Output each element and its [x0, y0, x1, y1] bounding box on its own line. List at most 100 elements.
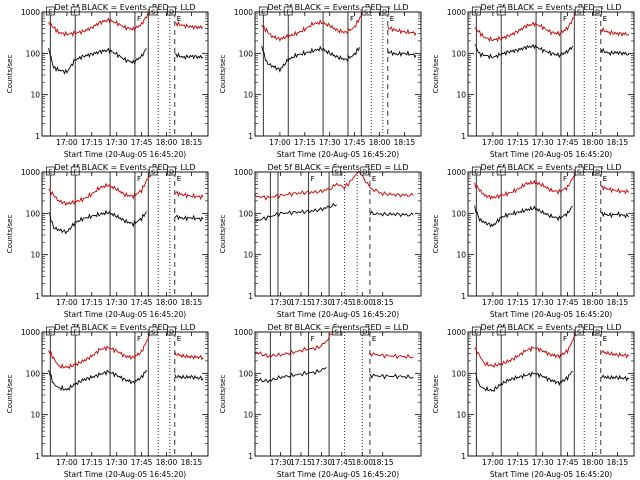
flag-box — [70, 6, 80, 16]
series-line-events — [174, 374, 204, 382]
plot-frame — [254, 171, 422, 297]
x-tick-label: 18:00 — [156, 138, 178, 147]
x-tick-label: 17:45 — [557, 458, 579, 467]
flag-box — [70, 326, 80, 336]
flag-box — [471, 166, 481, 176]
series-line-events — [369, 373, 414, 380]
y-tick-label: 1 — [248, 292, 253, 301]
y-tick-label: 10 — [30, 251, 40, 260]
x-tick-label: 17:45 — [131, 298, 153, 307]
y-tick-label: 100 — [26, 369, 41, 378]
flag-box — [45, 6, 55, 16]
x-axis-label: Start Time (20-Aug-05 16:45:20) — [277, 310, 399, 319]
y-axis-label: Counts/sec — [6, 215, 14, 254]
y-tick-label: 1000 — [447, 8, 466, 17]
x-axis-label: Start Time (20-Aug-05 16:45:20) — [490, 150, 612, 159]
panel-det-9: Det 9f BLACK = Events, RED = LLD Counts/s… — [432, 323, 635, 479]
flag-marker: D — [167, 166, 176, 176]
flag-box — [593, 326, 602, 336]
marker-letter: F — [137, 15, 141, 23]
x-tick-label: 17:15 — [81, 458, 103, 467]
x-axis-label: Start Time (20-Aug-05 16:45:20) — [64, 310, 186, 319]
flag-box — [593, 166, 602, 176]
flag-box — [380, 6, 389, 16]
flag-marker: D — [380, 6, 389, 16]
series-line-events — [48, 369, 147, 391]
panel-title: Det 6f BLACK = Events, RED = LLD — [480, 163, 621, 172]
x-tick-label: 18:15 — [372, 458, 394, 467]
marker-letter: E — [177, 175, 181, 183]
x-tick-label: 17:15 — [507, 138, 529, 147]
x-tick-label: 18:00 — [582, 458, 604, 467]
marker-letter: E — [390, 15, 394, 23]
flag-marker: F — [70, 6, 80, 16]
series-line-events — [600, 374, 630, 382]
y-tick-label: 1 — [248, 452, 253, 461]
x-tick-label: 18:15 — [394, 138, 416, 147]
y-tick-label: 1 — [461, 132, 466, 141]
flag-box — [574, 326, 584, 336]
y-tick-label: 100 — [452, 49, 467, 58]
y-tick-label: 10 — [243, 251, 253, 260]
x-axis-label: Start Time (20-Aug-05 16:45:20) — [277, 470, 399, 479]
y-tick-label: 1 — [248, 132, 253, 141]
x-tick-label: 17:15 — [81, 138, 103, 147]
x-tick-label: 17:45 — [131, 458, 153, 467]
x-tick-label: 17:30 — [532, 458, 554, 467]
y-tick-label: 100 — [26, 209, 41, 218]
plot-frame — [467, 171, 635, 297]
panel-title: Det 3f BLACK = Events, RED = LLD — [480, 3, 621, 12]
y-tick-label: 1 — [35, 292, 40, 301]
plot-frame — [467, 331, 635, 457]
x-tick-label: 17:15 — [290, 298, 312, 307]
flag-marker: S — [148, 6, 158, 16]
flag-box — [148, 6, 158, 16]
series-line-events — [174, 214, 204, 223]
x-tick-label: 17:30 — [532, 298, 554, 307]
flag-marker: D — [167, 6, 176, 16]
flag-marker: E — [471, 326, 481, 336]
flag-box — [361, 6, 371, 16]
flag-marker: F — [496, 6, 506, 16]
y-axis-label: Counts/sec — [219, 215, 227, 254]
series-line-lld — [600, 26, 630, 37]
x-axis-label: Start Time (20-Aug-05 16:45:20) — [64, 470, 186, 479]
y-tick-label: 1000 — [21, 168, 40, 177]
series-line-events — [174, 52, 204, 61]
flag-marker: D — [593, 166, 602, 176]
x-tick-label: 17:30 — [311, 458, 333, 467]
x-tick-label: 18:15 — [181, 298, 203, 307]
series-line-events — [254, 366, 327, 384]
series-line-events — [474, 43, 574, 60]
y-tick-label: 1000 — [21, 328, 40, 337]
flag-box — [45, 326, 55, 336]
marker-letter: E — [372, 335, 376, 343]
x-tick-label: 18:00 — [369, 138, 391, 147]
marker-letter: F — [311, 175, 315, 183]
x-tick-label: 17:30 — [319, 138, 341, 147]
y-tick-label: 10 — [30, 91, 40, 100]
x-tick-label: 17:00 — [269, 138, 291, 147]
flag-marker: S — [332, 326, 342, 336]
flag-marker: S — [574, 326, 584, 336]
x-axis-label: Start Time (20-Aug-05 16:45:20) — [277, 150, 399, 159]
x-axis-label: Start Time (20-Aug-05 16:45:20) — [490, 310, 612, 319]
flag-box — [496, 166, 506, 176]
series-line-lld — [387, 26, 417, 37]
x-tick-label: 17:15 — [290, 458, 312, 467]
series-line-lld — [369, 352, 414, 360]
x-tick-label: 18:00 — [351, 298, 373, 307]
x-tick-label: 17:00 — [482, 138, 504, 147]
x-tick-label: 18:00 — [156, 458, 178, 467]
panel-det-1: Det 1f BLACK = Events, RED = LLD Counts/s… — [6, 3, 209, 159]
marker-letter: F — [350, 15, 354, 23]
x-tick-label: 17:15 — [507, 458, 529, 467]
x-tick-label: 17:30 — [270, 458, 292, 467]
y-tick-label: 1 — [35, 132, 40, 141]
flag-box — [70, 166, 80, 176]
flag-box — [471, 326, 481, 336]
x-tick-label: 17:15 — [294, 138, 316, 147]
series-line-events — [48, 47, 147, 75]
series-line-events — [600, 47, 630, 57]
